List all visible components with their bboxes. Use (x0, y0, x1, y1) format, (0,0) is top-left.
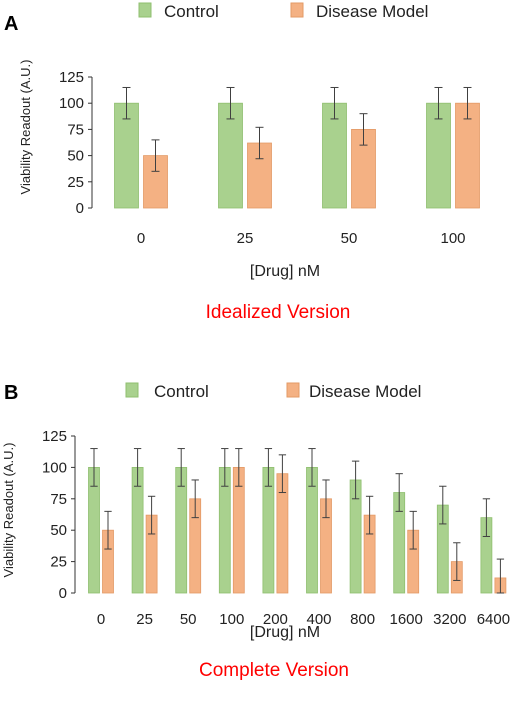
legend-swatch-disease-a (290, 2, 304, 18)
panel-label-b: B (4, 382, 18, 404)
x-tick-label-25: 25 (237, 230, 254, 247)
y-tick-label: 0 (76, 200, 84, 217)
y-tick-label: 75 (67, 121, 84, 138)
y-axis-label-a: Viability Readout (A.U.) (18, 60, 33, 195)
x-tick-label-800: 800 (350, 611, 375, 628)
y-tick-label: 125 (59, 69, 84, 86)
y-tick-label: 0 (59, 585, 67, 602)
x-axis-label-b: [Drug] nM (250, 624, 320, 641)
bar-disease-100 (455, 102, 480, 209)
legend-swatch-control-b (125, 382, 139, 398)
x-tick-label-100: 100 (219, 611, 244, 628)
x-tick-label-50: 50 (341, 230, 358, 247)
y-tick-label: 50 (50, 522, 67, 539)
x-tick-label-400: 400 (306, 611, 331, 628)
legend-label-disease-a: Disease Model (316, 2, 428, 21)
y-axis-label-b: Viability Readout (A.U.) (1, 443, 16, 578)
x-axis-label-a: [Drug] nM (250, 263, 320, 280)
bar-disease-0 (143, 155, 168, 209)
legend-label-control-a: Control (164, 2, 219, 21)
x-tick-label-1600: 1600 (390, 611, 423, 628)
x-tick-label-200: 200 (263, 611, 288, 628)
bar-control-50 (322, 102, 347, 209)
y-tick-label: 125 (42, 428, 67, 445)
x-tick-label-50: 50 (180, 611, 197, 628)
caption-a: Idealized Version (206, 302, 351, 323)
panel-label-a: A (4, 13, 18, 35)
legend-swatch-control-a (138, 2, 152, 18)
y-tick-label: 100 (59, 95, 84, 112)
legend-label-control-b: Control (154, 382, 209, 401)
y-tick-label: 50 (67, 148, 84, 165)
y-tick-label: 25 (50, 554, 67, 571)
x-tick-label-3200: 3200 (433, 611, 466, 628)
y-tick-label: 100 (42, 459, 67, 476)
caption-b: Complete Version (199, 660, 349, 681)
x-tick-label-25: 25 (136, 611, 153, 628)
legend-label-disease-b: Disease Model (309, 382, 421, 401)
bar-control-100 (426, 102, 451, 209)
x-tick-label-0: 0 (137, 230, 145, 247)
y-tick-label: 25 (67, 174, 84, 191)
x-tick-label-100: 100 (440, 230, 465, 247)
x-tick-label-6400: 6400 (477, 611, 510, 628)
legend-swatch-disease-b (286, 382, 300, 398)
y-tick-label: 75 (50, 491, 67, 508)
x-tick-label-0: 0 (97, 611, 105, 628)
bar-control-25 (218, 102, 243, 209)
